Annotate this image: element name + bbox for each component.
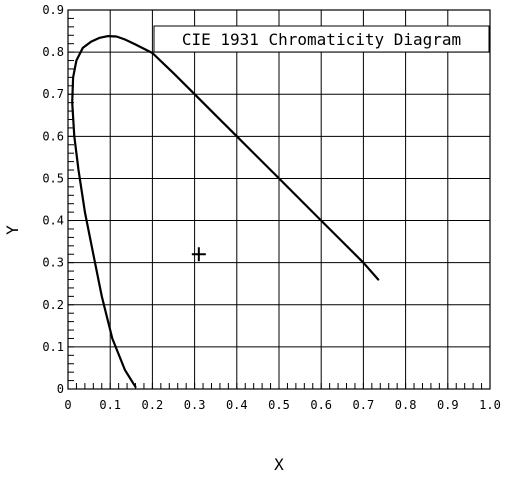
y-tick-label-7: 0.7 [42, 87, 64, 101]
x-tick-label-7: 0.7 [353, 398, 375, 412]
y-tick-label-5: 0.5 [42, 171, 64, 185]
x-tick-label-5: 0.5 [268, 398, 290, 412]
y-tick-label-9: 0.9 [42, 3, 64, 17]
y-tick-label-2: 0.2 [42, 298, 64, 312]
markers [191, 247, 206, 262]
y-tick-label-1: 0.1 [42, 340, 64, 354]
spectral-locus-line [71, 35, 380, 388]
minor-ticks [67, 9, 491, 390]
x-tick-label-1: 0.1 [99, 398, 121, 412]
y-tick-label-3: 0.3 [42, 256, 64, 270]
x-tick-label-8: 0.8 [395, 398, 417, 412]
chart-title: CIE 1931 Chromaticity Diagram [182, 30, 461, 49]
x-tick-label-4: 0.4 [226, 398, 248, 412]
x-tick-label-10: 1.0 [479, 398, 501, 412]
x-tick-label-0: 0 [64, 398, 71, 412]
y-axis-label: Y [3, 225, 22, 235]
x-tick-label-3: 0.3 [184, 398, 206, 412]
chart-title-box [153, 25, 490, 53]
y-tick-labels: 0 0.1 0.2 0.3 0.4 0.5 0.6 0.7 0.8 0.9 [42, 3, 64, 396]
x-tick-label-9: 0.9 [437, 398, 459, 412]
x-tick-label-6: 0.6 [310, 398, 332, 412]
y-tick-label-8: 0.8 [42, 45, 64, 59]
x-tick-label-2: 0.2 [142, 398, 164, 412]
y-tick-label-6: 0.6 [42, 129, 64, 143]
white-point-marker-0 [191, 247, 206, 262]
y-tick-label-0: 0 [57, 382, 64, 396]
x-axis-label: X [274, 455, 284, 474]
y-tick-label-4: 0.4 [42, 214, 64, 228]
plot-frame [67, 9, 491, 390]
x-tick-labels: 0 0.1 0.2 0.3 0.4 0.5 0.6 0.7 0.8 0.9 1.0 [64, 398, 500, 412]
